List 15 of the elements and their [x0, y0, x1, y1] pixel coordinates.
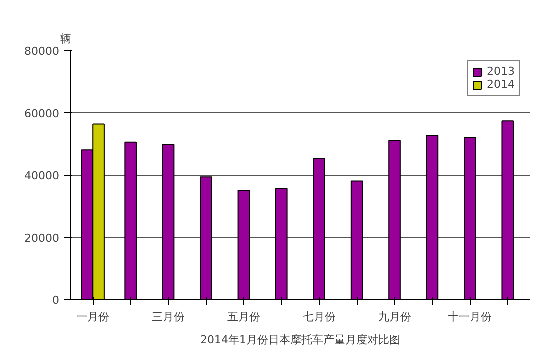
legend-label: 2013 — [487, 65, 515, 78]
y-tick-label: 20000 — [24, 232, 60, 245]
legend-label: 2014 — [487, 78, 515, 91]
x-tick-label: 九月份 — [378, 310, 412, 324]
y-axis-title: 辆 — [60, 32, 72, 46]
text: 2014年1月份日本摩托车产量月度对比图 — [200, 334, 401, 346]
x-tick-label: 三月份 — [152, 310, 186, 324]
y-tick-label: 80000 — [24, 45, 60, 58]
x-tick-label: 七月份 — [302, 310, 336, 324]
x-tick-label: 五月份 — [227, 310, 260, 324]
y-tick-label: 0 — [52, 294, 60, 307]
x-tick-label: 一月份 — [76, 310, 110, 324]
y-tick-label: 60000 — [24, 107, 60, 120]
y-tick-label: 40000 — [24, 170, 60, 182]
x-tick-label: 十一月份 — [448, 310, 492, 324]
